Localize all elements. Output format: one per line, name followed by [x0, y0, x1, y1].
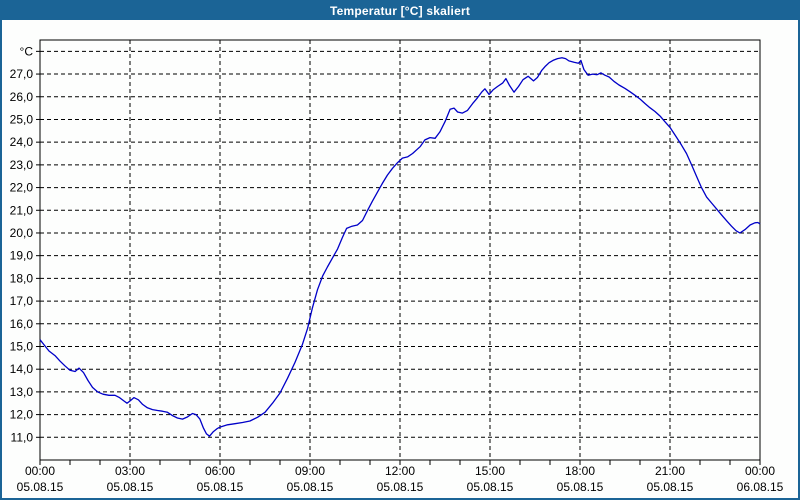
y-tick-label: °C — [20, 44, 34, 58]
x-tick-time-label: 06:00 — [205, 464, 235, 478]
y-tick-label: 20,0 — [10, 226, 34, 240]
x-tick-date-label: 05.08.15 — [287, 480, 334, 494]
y-tick-label: 15,0 — [10, 339, 34, 353]
x-tick-date-label: 05.08.15 — [377, 480, 424, 494]
x-tick-date-label: 05.08.15 — [557, 480, 604, 494]
temperature-chart-svg: °C 27,0 26,0 25,0 24,0 23,0 22,0 21,0 20,0 19,0 18… — [10, 39, 784, 494]
y-tick-label: 17,0 — [10, 294, 34, 308]
x-tick-date-label: 05.08.15 — [467, 480, 514, 494]
y-tick-label: 26,0 — [10, 90, 34, 104]
y-tick-label: 13,0 — [10, 385, 34, 399]
y-tick-label: 21,0 — [10, 203, 34, 217]
chart-title: Temperatur [°C] skaliert — [329, 4, 471, 18]
y-tick-label: 12,0 — [10, 408, 34, 422]
temperature-line — [39, 57, 761, 437]
x-tick-time-label: 09:00 — [295, 464, 325, 478]
y-tick-label: 18,0 — [10, 271, 34, 285]
x-tick-date-label: 05.08.15 — [197, 480, 244, 494]
x-tick-time-label: 00:00 — [745, 464, 775, 478]
y-tick-label: 19,0 — [10, 249, 34, 263]
x-tick-date-label: 06.08.15 — [737, 480, 784, 494]
y-tick-label: 25,0 — [10, 112, 34, 126]
x-tick-time-label: 18:00 — [565, 464, 595, 478]
x-tick-date-label: 05.08.15 — [107, 480, 154, 494]
y-tick-label: 16,0 — [10, 317, 34, 331]
x-tick-date-label: 05.08.15 — [647, 480, 694, 494]
x-tick-date-label: 05.08.15 — [17, 480, 64, 494]
plot-border — [39, 39, 761, 461]
title-bar: Temperatur [°C] skaliert — [2, 2, 798, 20]
x-tick-time-label: 15:00 — [475, 464, 505, 478]
y-tick-label: 23,0 — [10, 158, 34, 172]
chart-area: °C 27,0 26,0 25,0 24,0 23,0 22,0 21,0 20,0 19,0 18… — [2, 20, 798, 498]
y-tick-label: 22,0 — [10, 181, 34, 195]
y-tick-label: 27,0 — [10, 67, 34, 81]
x-tick-time-label: 00:00 — [25, 464, 55, 478]
y-tick-label: 24,0 — [10, 135, 34, 149]
x-tick-time-label: 03:00 — [115, 464, 145, 478]
y-tick-label: 14,0 — [10, 362, 34, 376]
x-tick-time-label: 12:00 — [385, 464, 415, 478]
x-tick-time-label: 21:00 — [655, 464, 685, 478]
y-tick-label: 11,0 — [11, 430, 34, 444]
